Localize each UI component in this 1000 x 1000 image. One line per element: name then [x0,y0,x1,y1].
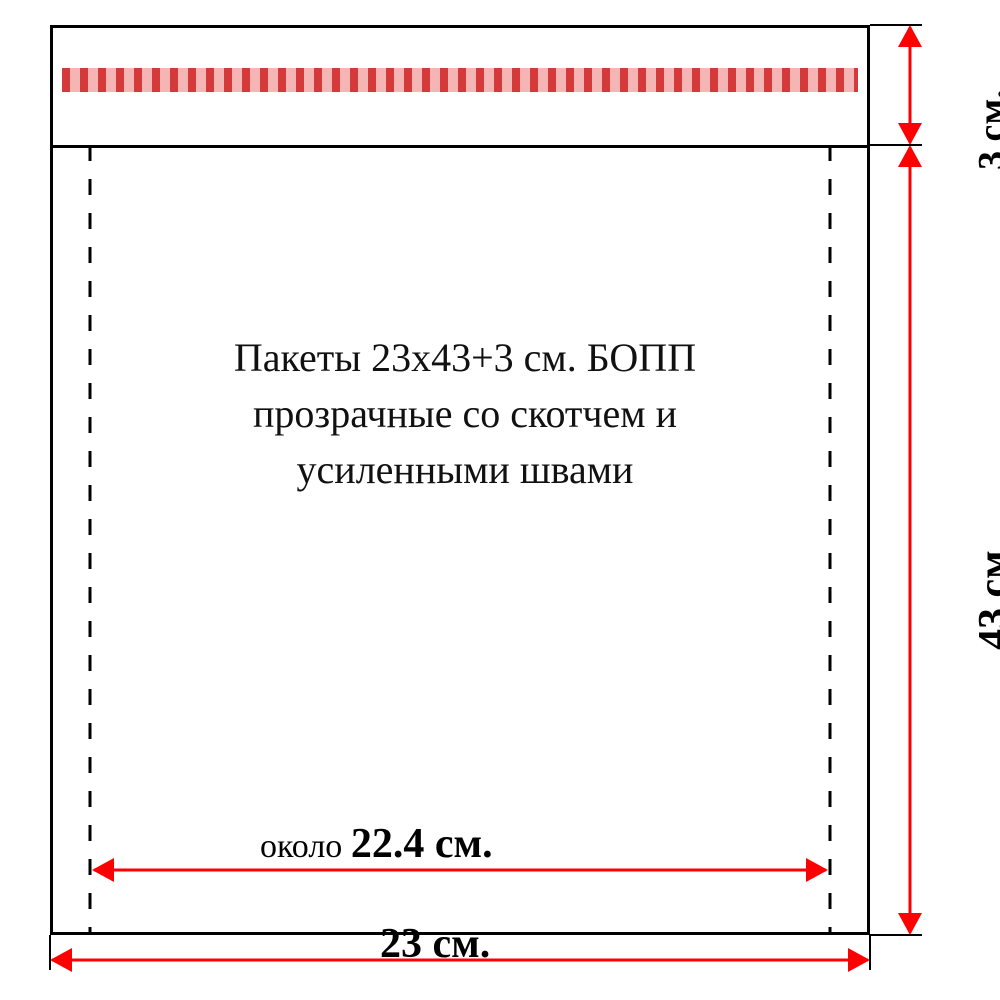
inner-width-label: около 22.4 см. [260,820,493,868]
inner-width-value: 22.4 см. [351,821,493,867]
outer-width-label: 23 см. [380,920,490,968]
diagram-canvas: Пакеты 23х43+3 см. БОПП прозрачные со ск… [0,0,1000,1000]
desc-line-2: прозрачные со скотчем и [150,386,780,442]
flap-height-label: 3 см. [970,89,1000,170]
adhesive-strip [62,68,858,92]
desc-line-3: усиленными швами [150,442,780,498]
product-description: Пакеты 23х43+3 см. БОПП прозрачные со ск… [150,330,780,498]
desc-line-1: Пакеты 23х43+3 см. БОПП [150,330,780,386]
body-height-label: 43 см. [970,540,1000,650]
flap-divider [50,145,870,148]
inner-width-prefix: около [260,828,351,865]
